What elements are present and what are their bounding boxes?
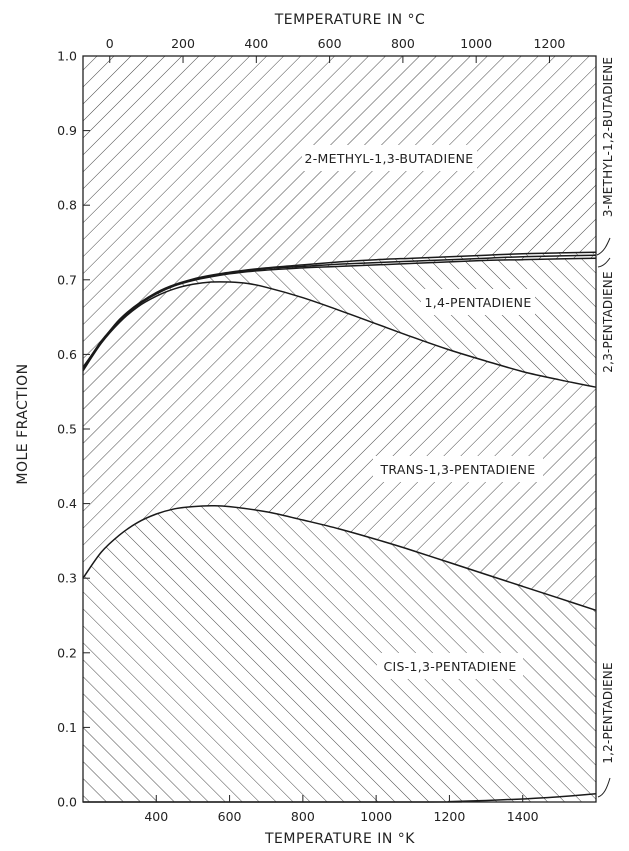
region-trans-1-3-pentadiene bbox=[83, 282, 596, 611]
region-labels: 2-METHYL-1,3-BUTADIENE 1,4-PENTADIENE TR… bbox=[302, 145, 543, 679]
top-tick-label: 600 bbox=[318, 36, 342, 51]
label-cis-1-3-pentadiene: CIS-1,3-PENTADIENE bbox=[383, 659, 516, 674]
leader-p12 bbox=[597, 777, 611, 798]
top-tick-label: 400 bbox=[244, 36, 268, 51]
x-tick-label: 800 bbox=[291, 809, 315, 824]
x-axis-title: TEMPERATURE IN °K bbox=[264, 831, 415, 847]
label-bg-cis bbox=[377, 653, 523, 679]
x-tick-label: 1000 bbox=[360, 809, 392, 824]
label-bg-methyl13 bbox=[302, 145, 477, 171]
y-tick-label: 0.9 bbox=[57, 123, 77, 138]
left-axis: 0.0 0.1 0.2 0.3 0.4 0.5 0.6 0.7 0.8 0.9 1.0 bbox=[57, 49, 90, 810]
x-tick-label: 600 bbox=[218, 809, 242, 824]
y-axis-title: MOLE FRACTION bbox=[15, 363, 31, 484]
top-tick-label: 1200 bbox=[534, 36, 566, 51]
top-axis-title: TEMPERATURE IN °C bbox=[274, 12, 426, 28]
label-3-methyl-1-2-butadiene: 3-METHYL-1,2-BUTADIENE bbox=[601, 57, 615, 217]
label-bg-p14 bbox=[421, 289, 535, 315]
y-tick-label: 0.0 bbox=[57, 795, 77, 810]
boundary-line-b3m bbox=[82, 251, 597, 368]
label-2-3-pentadiene: 2,3-PENTADIENE bbox=[601, 271, 615, 373]
x-tick-label: 400 bbox=[144, 809, 168, 824]
leader-p23 bbox=[597, 257, 611, 268]
region-2-methyl-1-3-butadiene bbox=[83, 56, 596, 368]
label-1-4-pentadiene: 1,4-PENTADIENE bbox=[424, 295, 531, 310]
side-labels: 3-METHYL-1,2-BUTADIENE 2,3-PENTADIENE 1,… bbox=[596, 57, 615, 798]
top-axis: 0 200 400 600 800 1000 1200 bbox=[106, 36, 566, 63]
y-tick-label: 0.5 bbox=[57, 422, 77, 437]
y-tick-label: 0.4 bbox=[57, 496, 77, 511]
top-tick-label: 200 bbox=[171, 36, 195, 51]
y-tick-label: 0.7 bbox=[57, 272, 77, 287]
x-tick-label: 1400 bbox=[507, 809, 539, 824]
bottom-axis: 400 600 800 1000 1200 1400 bbox=[144, 795, 539, 824]
y-tick-label: 0.1 bbox=[57, 720, 77, 735]
label-2-methyl-1-3-butadiene: 2-METHYL-1,3-BUTADIENE bbox=[304, 151, 473, 166]
region-cis-1-3-pentadiene bbox=[83, 505, 596, 802]
leader-methyl12 bbox=[596, 237, 611, 256]
y-tick-label: 1.0 bbox=[57, 49, 77, 64]
x-tick-label: 1200 bbox=[434, 809, 466, 824]
top-tick-label: 800 bbox=[391, 36, 415, 51]
label-trans-1-3-pentadiene: TRANS-1,3-PENTADIENE bbox=[379, 462, 535, 477]
y-tick-label: 0.3 bbox=[57, 571, 77, 586]
label-1-2-pentadiene: 1,2-PENTADIENE bbox=[601, 662, 615, 764]
y-tick-label: 0.6 bbox=[57, 347, 77, 362]
top-tick-label: 0 bbox=[106, 36, 114, 51]
y-tick-label: 0.2 bbox=[57, 645, 77, 660]
regions-layer bbox=[83, 56, 596, 802]
y-tick-label: 0.8 bbox=[57, 198, 77, 213]
label-bg-trans bbox=[373, 456, 543, 482]
boundary-line-bcis bbox=[82, 505, 597, 612]
boundary-line-btrans bbox=[82, 281, 597, 388]
region-1-2-pentadiene bbox=[83, 793, 596, 802]
top-tick-label: 1000 bbox=[460, 36, 492, 51]
